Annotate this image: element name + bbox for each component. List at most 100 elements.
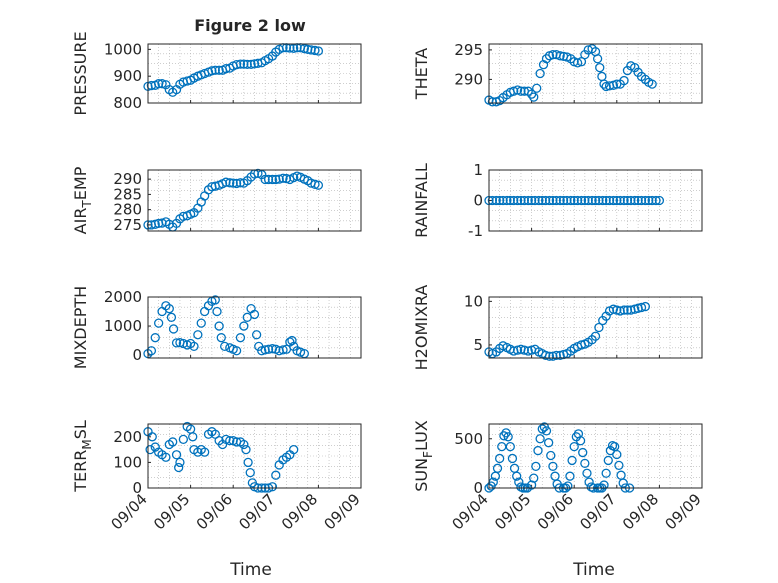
x-tick-label: 09/08 [619,490,662,533]
data-point [619,75,629,86]
data-point [566,195,576,206]
data-point [551,350,561,361]
x-tick-label: 09/06 [534,490,577,533]
data-point [572,58,583,68]
data-point [274,174,284,184]
data-point [599,79,609,89]
data-point [193,330,203,340]
data-point [598,195,608,206]
data-point [231,346,242,356]
x-tick-label: 09/09 [662,490,705,533]
data-point [251,330,262,340]
data-point [278,345,288,355]
data-point [216,333,226,343]
data-point [494,453,505,464]
data-point [242,59,252,70]
data-point [299,43,309,54]
axes-frame [488,169,703,232]
y-tick-label: 0 [473,479,483,497]
data-point [562,195,572,206]
data-point [590,195,601,206]
data-point [499,431,509,441]
data-point [231,178,242,189]
y-tick-label: 1 [473,161,483,179]
data-point [626,195,636,206]
data-point [487,195,498,206]
data-point [640,195,650,206]
axes-frame [488,423,703,489]
data-point [546,450,556,461]
data-point [239,59,249,69]
data-point [210,295,220,305]
data-point [175,457,185,468]
data-point [267,174,278,185]
data-point [543,438,554,448]
data-point [615,306,625,316]
data-point [541,54,552,64]
data-point [576,195,587,206]
panel-h2omixra: 5 10 H2OMIXRA [412,285,703,371]
figure-title: Figure 2 low [194,16,306,35]
y-tick-label: 5 [473,336,483,354]
data-point [263,344,274,354]
data-point [260,174,270,185]
data-point [157,79,167,89]
y-tick-label: 0 [473,192,483,210]
data-point [558,195,569,206]
panel-sun_flux: 0 500 09/04 09/05 09/06 09/07 09/08 09/09 SUNFLU… [412,420,705,533]
data-point [612,79,622,89]
data-point [612,449,622,460]
y-tick-label: 200 [113,428,142,446]
x-tick-label: 09/07 [576,490,619,533]
data-point [584,477,594,487]
data-point [530,195,540,206]
y-tick-label: -1 [468,222,483,240]
x-tick-label: 09/09 [321,490,364,533]
y-tick-label: 100 [113,453,142,471]
data-point [651,195,661,206]
data-point [537,195,547,206]
x-tick-label: 09/06 [193,490,236,533]
data-point [592,54,603,64]
data-point [612,195,622,206]
data-point [200,447,210,457]
data-point [161,452,171,462]
data-point [587,195,597,206]
data-point [278,173,288,183]
data-point [526,195,537,206]
y-tick-label: 1000 [104,40,142,58]
y-axis-label: H2OMIXRA [412,285,431,371]
data-point [253,168,263,179]
data-point [516,195,526,206]
data-point [555,195,565,206]
data-point [146,346,157,356]
data-point [289,444,299,455]
data-point [565,471,575,481]
data-point [647,79,657,89]
data-point [534,195,544,206]
data-point [313,46,324,56]
data-point [505,441,515,452]
x-tick-label: 09/07 [235,490,278,533]
data-point [516,86,526,96]
y-tick-label: 2000 [104,288,142,306]
data-point [531,461,541,471]
data-point [153,318,164,328]
data-point [647,195,657,206]
data-point [597,71,607,82]
data-point [580,195,590,206]
data-point [654,195,665,206]
data-point [616,470,626,480]
data-point [555,51,565,61]
axes-frame [147,296,362,359]
y-tick-label: 0 [132,479,142,497]
data-point [188,432,198,442]
data-point [523,195,533,206]
data-point [544,195,555,206]
data-point [196,318,206,328]
data-point [168,437,178,447]
panel-terr_msl: 0 100 200 09/04 09/05 09/06 09/07 09/08 09/09 TER… [71,420,364,533]
data-point [537,424,547,434]
data-point [578,447,588,458]
data-point [150,333,160,343]
